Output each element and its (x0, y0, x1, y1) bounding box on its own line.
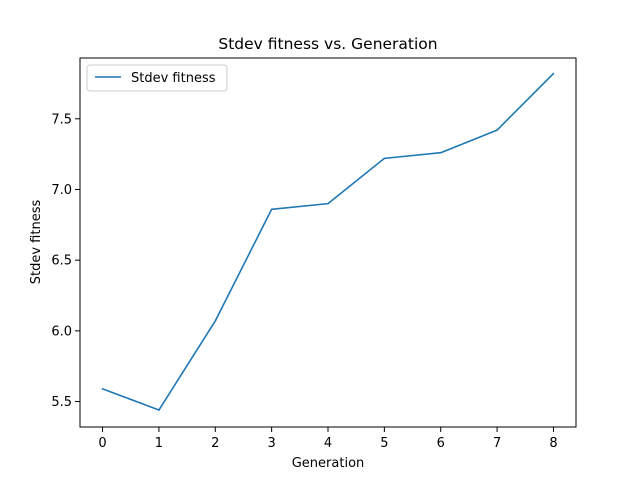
data-point (327, 202, 329, 205)
legend: Stdev fitness (86, 64, 228, 92)
plot-area (101, 72, 555, 411)
y-tick-label: 7.0 (51, 183, 72, 198)
x-tick-label: 2 (211, 436, 219, 451)
data-point (158, 409, 160, 411)
x-tick-label: 4 (324, 436, 332, 451)
x-axis: 0 1 2 3 4 5 6 7 8 (98, 427, 558, 451)
data-point (270, 208, 273, 211)
y-axis-label: Stdev fitness (29, 200, 44, 285)
x-tick-label: 5 (380, 436, 388, 451)
y-axis: 5.5 6.0 6.5 7.0 7.5 (51, 112, 80, 410)
data-point (101, 388, 104, 390)
legend-label: Stdev fitness (131, 71, 216, 86)
data-point (496, 129, 498, 131)
x-tick-label: 3 (267, 436, 275, 451)
data-point (383, 157, 386, 160)
x-tick-label: 0 (98, 436, 106, 451)
data-point (552, 72, 555, 75)
y-tick-label: 6.5 (51, 254, 72, 269)
chart-title: Stdev fitness vs. Generation (218, 35, 437, 53)
y-tick-label: 6.0 (51, 324, 72, 339)
legend-box (86, 64, 228, 92)
x-tick-label: 6 (437, 436, 445, 451)
data-point (214, 320, 217, 322)
y-tick-label: 7.5 (51, 112, 72, 127)
x-tick-label: 7 (493, 436, 501, 451)
x-tick-label: 1 (155, 436, 163, 451)
x-axis-label: Generation (292, 456, 365, 471)
x-tick-label: 8 (549, 436, 557, 451)
y-tick-label: 5.5 (51, 395, 72, 410)
data-point (439, 151, 442, 154)
